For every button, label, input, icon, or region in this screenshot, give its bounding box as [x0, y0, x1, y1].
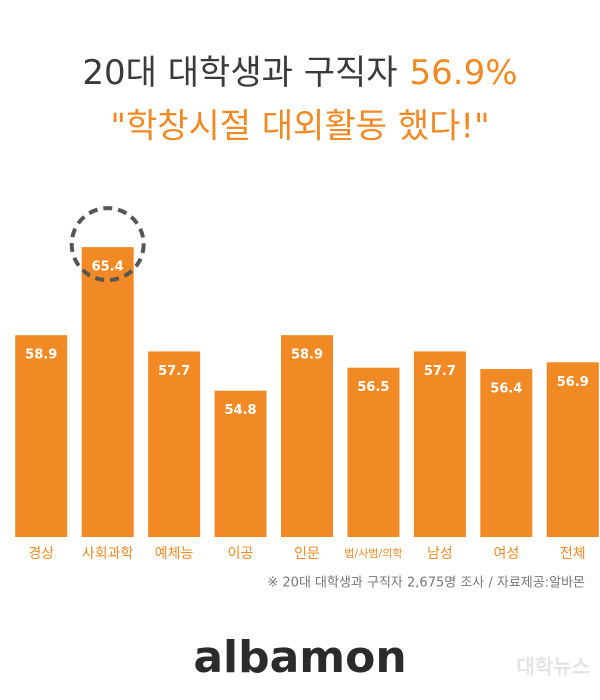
- bar: [413, 351, 466, 537]
- value-label: 57.7: [158, 364, 190, 379]
- x-tick-label: 법/사범/의학: [344, 547, 402, 560]
- x-tick-label: 전체: [560, 546, 586, 562]
- title-text: 20대 대학생과 구직자: [82, 53, 397, 93]
- bar: [81, 247, 134, 538]
- value-label: 58.9: [25, 348, 57, 363]
- value-label: 58.9: [291, 348, 323, 363]
- x-tick-label: 남성: [427, 546, 453, 562]
- x-tick-label: 사회과학: [82, 546, 134, 562]
- value-label: 54.8: [225, 403, 257, 418]
- title-highlight: 56.9%: [410, 53, 518, 93]
- value-label: 65.4: [92, 260, 124, 275]
- bar: [480, 369, 533, 537]
- value-label: 56.5: [357, 380, 389, 395]
- highlight-ring: [69, 206, 146, 283]
- source-note: ※ 20대 대학생과 구직자 2,675명 조사 / 자료제공:알바몬: [267, 576, 585, 591]
- x-tick-label: 이공: [228, 546, 254, 562]
- x-tick-label: 경상: [28, 546, 54, 562]
- bar: [347, 367, 400, 537]
- x-tick-label: 예체능: [155, 546, 194, 562]
- bar: [15, 335, 68, 537]
- x-tick-label: 여성: [493, 546, 519, 562]
- watermark: 대학뉴스: [516, 655, 590, 679]
- bar: [148, 351, 201, 537]
- chart-subtitle: "학창시절 대외활동 했다!": [110, 107, 489, 147]
- value-label: 56.9: [557, 375, 589, 390]
- bar: [546, 362, 599, 537]
- x-tick-label: 인문: [294, 546, 320, 562]
- value-label: 56.4: [490, 382, 522, 397]
- chart-title: 20대 대학생과 구직자 56.9%: [82, 53, 517, 93]
- bar: [281, 335, 333, 537]
- logo: albamon: [193, 632, 406, 683]
- bar: [214, 390, 267, 537]
- value-label: 57.7: [424, 364, 456, 379]
